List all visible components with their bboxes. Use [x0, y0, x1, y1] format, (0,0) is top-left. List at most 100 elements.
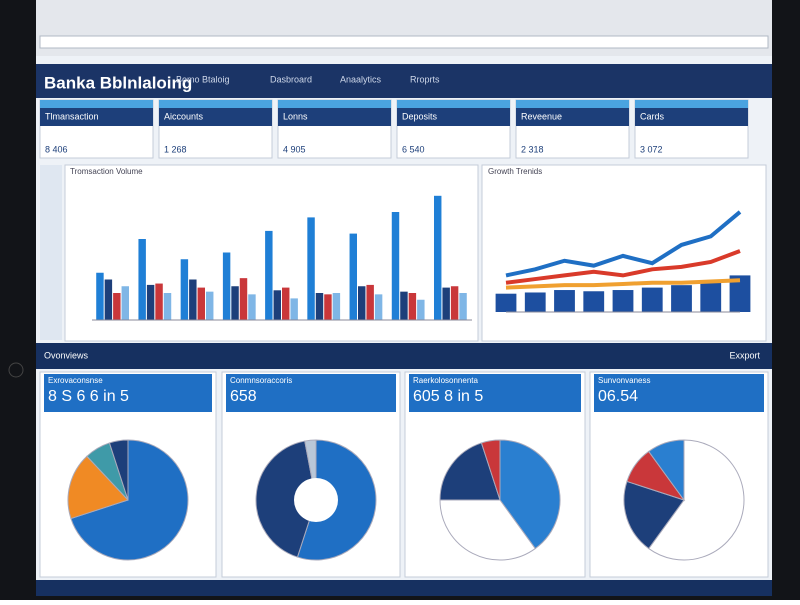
chart-title: Growth Trenids: [488, 167, 542, 176]
band-title: Ovonviews: [44, 350, 89, 360]
kpi-value: 2 318: [521, 144, 544, 154]
pie-slice: [648, 439, 745, 561]
bar: [96, 272, 104, 320]
bar: [366, 284, 374, 320]
kpi-label: Deposits: [402, 111, 438, 121]
bar: [495, 293, 517, 312]
pie-title: Sunvonvaness: [598, 376, 650, 385]
pie-head: [226, 374, 396, 412]
bar: [434, 195, 442, 320]
camera: [8, 362, 24, 378]
kpi-value: 8 406: [45, 144, 68, 154]
header-title: Banka Bblnlaloing: [44, 73, 192, 92]
bar: [273, 290, 281, 320]
pie-value: 06.54: [598, 388, 638, 405]
bar: [583, 291, 605, 312]
bar: [391, 212, 400, 320]
bar: [265, 230, 273, 320]
sidebar: [40, 165, 62, 340]
kpi-head: [635, 108, 748, 126]
bar: [113, 293, 121, 320]
bar: [206, 291, 214, 320]
bar: [231, 286, 239, 320]
pie-slice: [480, 439, 501, 501]
bar: [307, 217, 315, 320]
bar: [189, 279, 197, 320]
bar: [324, 294, 332, 320]
pie-value: 658: [230, 388, 257, 405]
bar: [332, 293, 341, 320]
chart-title: Tromsaction Volume: [70, 167, 143, 176]
header-subtitle: Bomo Btaloig: [176, 74, 230, 84]
bar: [146, 284, 155, 320]
bar: [290, 298, 298, 320]
footer: [36, 580, 772, 596]
kpi-value: 4 905: [283, 144, 306, 154]
bar: [524, 292, 546, 312]
bar: [138, 239, 146, 320]
bar: [248, 294, 256, 320]
kpi-head: [516, 108, 629, 126]
band-action[interactable]: Exxport: [729, 350, 760, 360]
kpi-head: [40, 108, 153, 126]
pie-slice: [67, 455, 129, 520]
kpi-label: Lonns: [283, 111, 308, 121]
pie-slice: [648, 439, 685, 502]
menu-item[interactable]: Anaalytics: [340, 74, 382, 84]
bar: [417, 299, 425, 320]
kpi-label: Cards: [640, 111, 665, 121]
kpi-label: Reveenue: [521, 111, 562, 121]
line-panel: [481, 164, 767, 342]
pie-slice: [439, 442, 501, 501]
pie-head: [44, 374, 212, 412]
bar: [442, 287, 450, 320]
pie-title: Conmnsoraccoris: [230, 376, 292, 385]
bar: [612, 290, 634, 312]
menu-item[interactable]: Dasbroard: [270, 74, 312, 84]
kpi-stripe: [516, 100, 629, 108]
kpi-stripe: [159, 100, 272, 108]
address-bar: [39, 35, 769, 49]
pie-value: 8 S 6 6 in 5: [48, 388, 129, 405]
line: [505, 278, 741, 290]
kpi-stripe: [278, 100, 391, 108]
kpi-label: Aiccounts: [164, 111, 204, 121]
pie-title: Raerkolosonnenta: [413, 376, 478, 385]
pie-value: 605 8 in 5: [413, 388, 483, 405]
menu-item[interactable]: Rroprts: [410, 74, 440, 84]
bar: [358, 286, 366, 320]
header: [36, 64, 772, 98]
kpi-head: [397, 108, 510, 126]
kpi-label: Tlmansaction: [45, 111, 99, 121]
kpi-head: [159, 108, 272, 126]
bar: [349, 233, 357, 320]
kpi-stripe: [40, 100, 153, 108]
line: [505, 249, 741, 285]
bar: [554, 290, 575, 312]
bar: [400, 291, 408, 320]
kpi-value: 6 540: [402, 144, 425, 154]
bar: [408, 293, 417, 320]
bar: [282, 287, 290, 320]
bar: [121, 286, 129, 320]
kpi-stripe: [397, 100, 510, 108]
bar: [374, 294, 383, 320]
pie-slice: [439, 499, 536, 561]
pie-head: [594, 374, 764, 412]
bar: [222, 252, 231, 320]
bar: [163, 293, 172, 320]
kpi-value: 1 268: [164, 144, 187, 154]
bar: [671, 285, 692, 312]
donut-hole: [294, 478, 338, 522]
bar: [729, 275, 751, 312]
bar: [700, 281, 722, 312]
bar: [104, 279, 113, 320]
band: [36, 343, 772, 369]
kpi-value: 3 072: [640, 144, 663, 154]
pie-slice: [108, 439, 129, 501]
bar: [197, 287, 205, 320]
kpi-stripe: [635, 100, 748, 108]
bar: [459, 293, 467, 320]
